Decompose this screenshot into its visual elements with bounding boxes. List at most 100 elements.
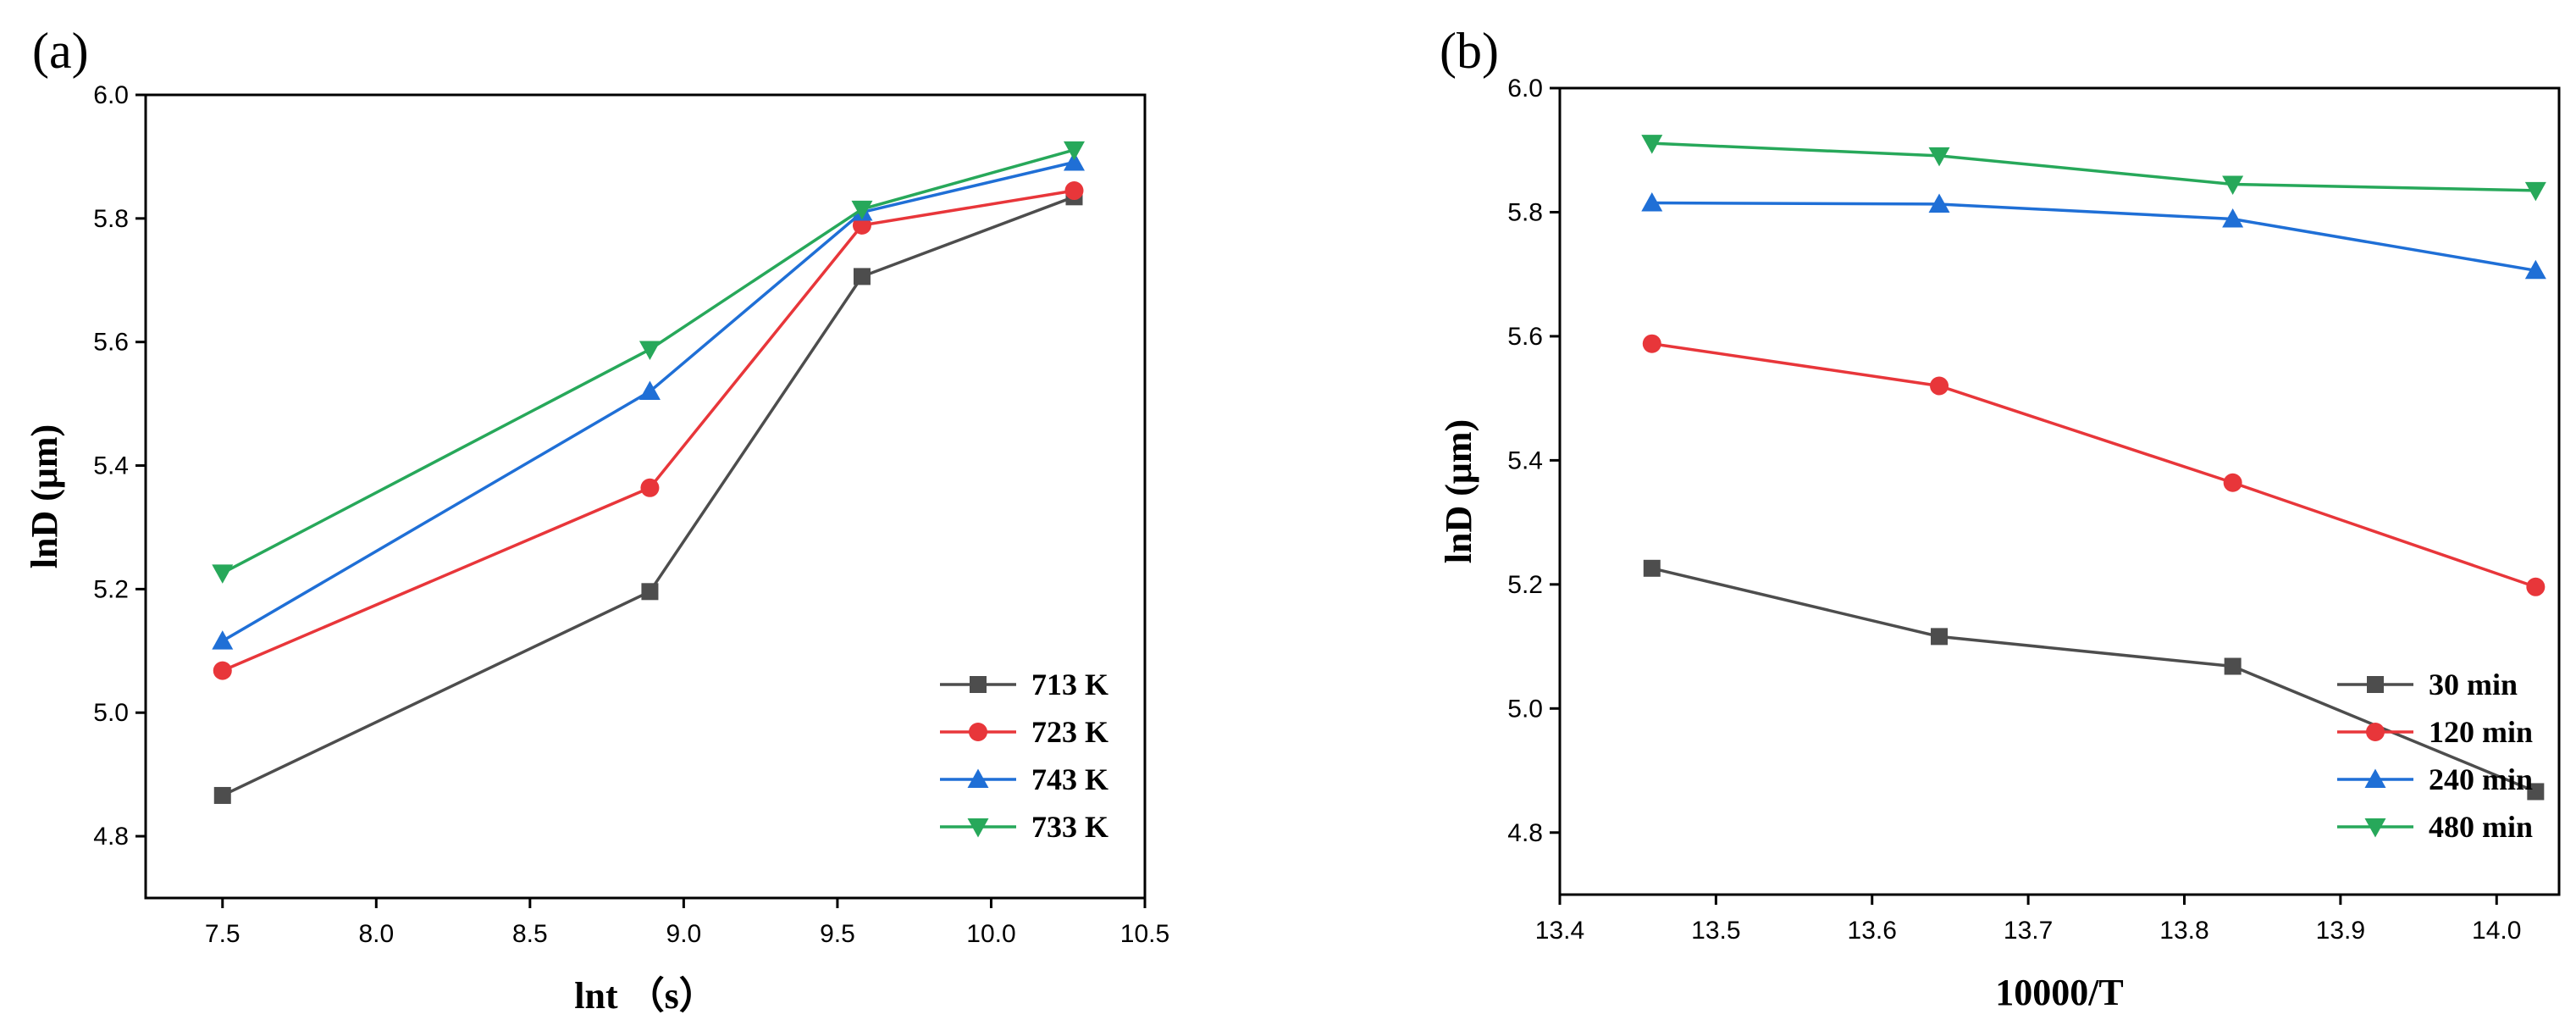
x-tick-label: 13.4 (1535, 917, 1584, 945)
data-point (212, 564, 234, 584)
legend-marker (2364, 768, 2386, 788)
legend-marker (967, 768, 989, 788)
plot-frame (1558, 86, 2561, 896)
data-point (2524, 181, 2546, 202)
data-point (641, 583, 659, 601)
legend-marker (2367, 676, 2384, 693)
data-point (213, 786, 231, 804)
x-tick-label: 8.0 (358, 920, 394, 948)
series-line (1651, 141, 2536, 192)
legend-label: 743 K (1031, 762, 1108, 796)
data-point (640, 478, 660, 497)
y-tick-label: 5.4 (93, 452, 129, 480)
series-line (221, 148, 1075, 574)
x-tick-label: 10.0 (966, 920, 1015, 948)
data-point (2526, 577, 2546, 596)
y-tick-label: 6.0 (93, 81, 129, 109)
x-tick-label: 13.5 (1691, 917, 1740, 945)
y-tick-label: 5.2 (1507, 571, 1543, 599)
y-tick-label: 5.0 (93, 699, 129, 727)
y-tick-label: 5.8 (1507, 198, 1543, 226)
panel-label: (b) (1440, 23, 1499, 79)
series-line (221, 160, 1075, 643)
data-point (2224, 657, 2242, 675)
x-tick-label: 10.5 (1120, 920, 1169, 948)
x-axis-title: 10000/T (1995, 972, 2124, 1013)
y-tick-label: 5.6 (93, 329, 129, 357)
data-point (1930, 376, 1949, 396)
y-tick-label: 5.8 (93, 205, 129, 233)
x-axis-title: lnt （s） (574, 975, 716, 1017)
series-line (222, 189, 1075, 673)
legend-marker (2364, 818, 2386, 838)
x-tick-label: 13.6 (1848, 917, 1897, 945)
plot-frame (144, 93, 1147, 900)
data-point (213, 661, 232, 680)
legend-label: 480 min (2429, 810, 2533, 844)
series-line (1651, 341, 2536, 589)
legend-marker (969, 723, 987, 741)
data-point (1643, 559, 1661, 577)
data-point (1641, 135, 1663, 154)
data-point (1064, 181, 1084, 201)
legend-marker (967, 818, 989, 838)
x-tick-label: 8.5 (512, 920, 548, 948)
y-tick-label: 5.4 (1507, 446, 1543, 474)
data-point (2223, 473, 2242, 492)
y-tick-label: 5.2 (93, 575, 129, 603)
data-point (1641, 191, 1663, 212)
y-tick-label: 5.6 (1507, 323, 1543, 351)
data-point (2222, 175, 2244, 196)
series-2 (212, 151, 1085, 650)
y-tick-label: 4.8 (93, 823, 129, 851)
series-1 (1642, 334, 2546, 596)
legend-label: 723 K (1031, 715, 1108, 749)
series-0 (1643, 559, 2545, 801)
data-point (2222, 208, 2244, 228)
x-tick-label: 13.8 (2159, 917, 2208, 945)
chart-panel-b: 13.4 13.5 13.6 13.7 13.8 13.9 14.0 4.8 5.0 5.2 5.4… (1438, 23, 2561, 1013)
panel-label: (a) (32, 23, 89, 79)
data-point (2524, 259, 2546, 280)
legend-marker (970, 676, 987, 693)
data-point (1928, 193, 1950, 213)
x-tick-label: 7.5 (205, 920, 240, 948)
series-line (222, 195, 1075, 797)
legend-label: 120 min (2429, 715, 2533, 749)
legend-label: 733 K (1031, 810, 1108, 844)
x-tick-label: 14.0 (2472, 917, 2521, 945)
series-1 (213, 181, 1084, 680)
legend: 713 K 723 K 743 K 733 K (940, 668, 1108, 844)
chart-panel-a: 7.5 8.0 8.5 9.0 9.5 10.0 10.5 4.8 5.0 5.2 5.4 5.6 5.… (24, 23, 1169, 1017)
y-tick-label: 5.0 (1507, 695, 1543, 723)
x-tick-label: 9.5 (820, 920, 855, 948)
x-tick-label: 13.9 (2316, 917, 2365, 945)
data-point (638, 341, 661, 360)
data-point (1931, 628, 1949, 646)
x-tick-label: 13.7 (2004, 917, 2053, 945)
legend-label: 30 min (2429, 668, 2518, 701)
legend-marker (2366, 723, 2385, 741)
data-point (1642, 334, 1661, 353)
series-line (1651, 201, 2536, 273)
data-point (1063, 151, 1085, 171)
series-2 (1641, 191, 2546, 280)
data-point (638, 380, 661, 401)
legend-label: 713 K (1031, 668, 1108, 701)
y-tick-label: 4.8 (1507, 819, 1543, 847)
x-tick-label: 9.0 (666, 920, 702, 948)
legend: 30 min 120 min 240 min 480 min (2337, 668, 2533, 844)
y-tick-label: 6.0 (1507, 75, 1543, 103)
data-point (1063, 141, 1085, 161)
series-line (1651, 567, 2537, 794)
data-point (212, 630, 234, 650)
data-point (851, 200, 873, 220)
series-3 (212, 141, 1085, 584)
series-3 (1641, 135, 2546, 202)
y-axis-title: lnD (μm) (24, 424, 65, 568)
data-point (2527, 783, 2545, 801)
data-point (853, 268, 871, 285)
y-axis-title: lnD (μm) (1438, 419, 1479, 563)
data-point (1928, 147, 1950, 167)
